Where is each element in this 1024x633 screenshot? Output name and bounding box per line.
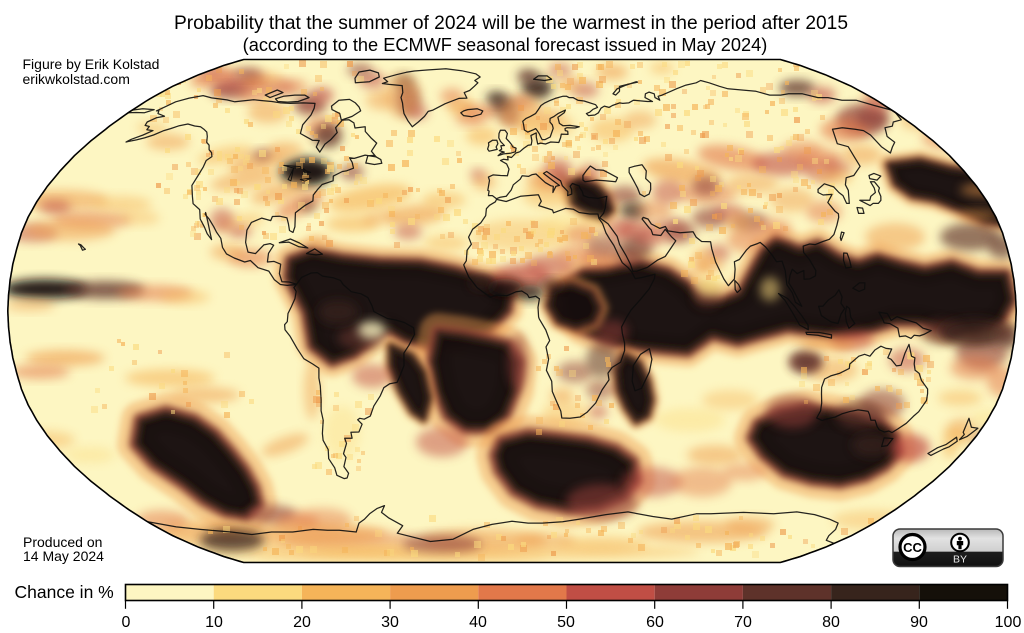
svg-text:BY: BY xyxy=(953,554,967,566)
svg-text:CC: CC xyxy=(903,540,922,555)
